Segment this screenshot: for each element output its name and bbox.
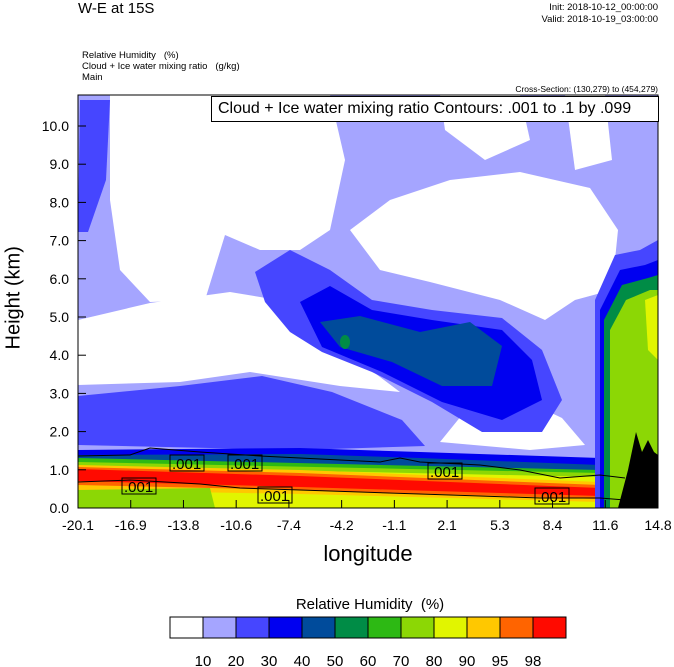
rh-region-70-80 xyxy=(78,488,215,508)
y-tick-label: 3.0 xyxy=(50,385,70,401)
colorbar-swatch xyxy=(532,616,567,639)
colorbar-label: 50 xyxy=(327,653,344,667)
y-tick-label: 7.0 xyxy=(50,233,70,249)
colorbar-label: 98 xyxy=(525,653,542,667)
y-tick-label: 5.0 xyxy=(50,309,70,325)
x-tick-label: -10.6 xyxy=(220,517,252,533)
y-tick-label: 0.0 xyxy=(50,500,70,516)
plot-frame xyxy=(77,94,659,509)
colorbar-swatch xyxy=(499,616,534,639)
cloud-contour-line xyxy=(78,447,626,479)
x-tick-label: 8.4 xyxy=(543,517,563,533)
field-label-cloud: Cloud + Ice water mixing ratio (g/kg) xyxy=(82,61,240,72)
contour-label-box xyxy=(427,462,463,480)
colorbar-swatch xyxy=(334,616,369,639)
colorbar-swatch xyxy=(433,616,468,639)
x-tick-label: 14.8 xyxy=(644,517,671,533)
rh-region-80-90 xyxy=(645,295,658,360)
y-tick-label: 8.0 xyxy=(50,194,70,210)
y-axis-label: Height (km) xyxy=(2,246,25,350)
x-tick-label: -13.8 xyxy=(167,517,199,533)
colorbar-label: 20 xyxy=(228,653,245,667)
colorbar-label: 95 xyxy=(492,653,509,667)
contour-label-box xyxy=(121,477,157,495)
init-time: Init: 2018-10-12_00:00:00 xyxy=(549,2,658,13)
x-tick-label: -7.4 xyxy=(277,517,301,533)
y-tick-label: 2.0 xyxy=(50,424,70,440)
colorbar-swatch xyxy=(235,616,270,639)
rh-region-above-98 xyxy=(78,469,620,497)
x-axis-label: longitude xyxy=(323,541,413,566)
plot-title: W-E at 15S xyxy=(78,0,155,17)
x-tick-label: -1.1 xyxy=(382,517,406,533)
colorbar-label: 40 xyxy=(294,653,311,667)
colorbar-swatch xyxy=(400,616,435,639)
rh-region-below-10 xyxy=(110,95,345,302)
colorbar-label: 60 xyxy=(360,653,377,667)
colorbar-title: Relative Humidity (%) xyxy=(295,596,445,613)
colorbar-swatch xyxy=(301,616,336,639)
field-label-rh: Relative Humidity (%) xyxy=(82,50,179,61)
rh-region-40-50 xyxy=(320,316,502,386)
rh-region-below-10 xyxy=(350,172,618,320)
colorbar-swatch xyxy=(367,616,402,639)
rh-region-below-10 xyxy=(78,292,400,392)
y-tick-label: 6.0 xyxy=(50,271,70,287)
y-tick-label: 4.0 xyxy=(50,347,70,363)
y-tick-label: 10.0 xyxy=(42,118,69,134)
x-tick-label: -20.1 xyxy=(62,517,94,533)
y-tick-label: 1.0 xyxy=(50,462,70,478)
x-tick-label: -16.9 xyxy=(115,517,147,533)
rh-field xyxy=(78,95,658,508)
cloud-contour-line xyxy=(78,479,626,501)
contour-label: .001 xyxy=(230,456,259,473)
contour-label-box xyxy=(227,454,263,472)
contour-label: .001 xyxy=(430,464,459,481)
contour-label: .001 xyxy=(537,489,566,506)
cross-section-label: Cross-Section: (130,279) to (454,279) xyxy=(515,84,658,94)
x-tick-label: 2.1 xyxy=(437,517,457,533)
field-label-main: Main xyxy=(82,72,103,83)
contour-label: .001 xyxy=(124,479,153,496)
colorbar-label: 80 xyxy=(426,653,443,667)
contour-label: .001 xyxy=(172,456,201,473)
contour-label-box xyxy=(257,486,293,504)
x-tick-label: 11.6 xyxy=(592,517,618,533)
contour-label-box xyxy=(534,487,570,505)
contour-label-box xyxy=(169,454,205,472)
rh-region-50-60 xyxy=(340,335,350,349)
rh-region-20-30 xyxy=(78,376,425,450)
colorbar-swatch xyxy=(466,616,501,639)
colorbar-label: 30 xyxy=(261,653,278,667)
colorbar-label: 70 xyxy=(393,653,410,667)
contour-label: .001 xyxy=(260,488,289,505)
colorbar-swatch xyxy=(169,616,204,639)
x-tick-label: -4.2 xyxy=(330,517,354,533)
y-tick-label: 9.0 xyxy=(50,156,70,172)
colorbar-swatch xyxy=(202,616,237,639)
terrain xyxy=(618,432,658,508)
colorbar-swatch xyxy=(268,616,303,639)
colorbar-label: 10 xyxy=(195,653,212,667)
contour-info-box: Cloud + Ice water mixing ratio Contours:… xyxy=(211,96,659,122)
x-tick-label: 5.3 xyxy=(490,517,510,533)
colorbar-label: 90 xyxy=(459,653,476,667)
rh-region-20-30 xyxy=(78,100,110,232)
valid-time: Valid: 2018-10-19_03:00:00 xyxy=(541,14,658,25)
